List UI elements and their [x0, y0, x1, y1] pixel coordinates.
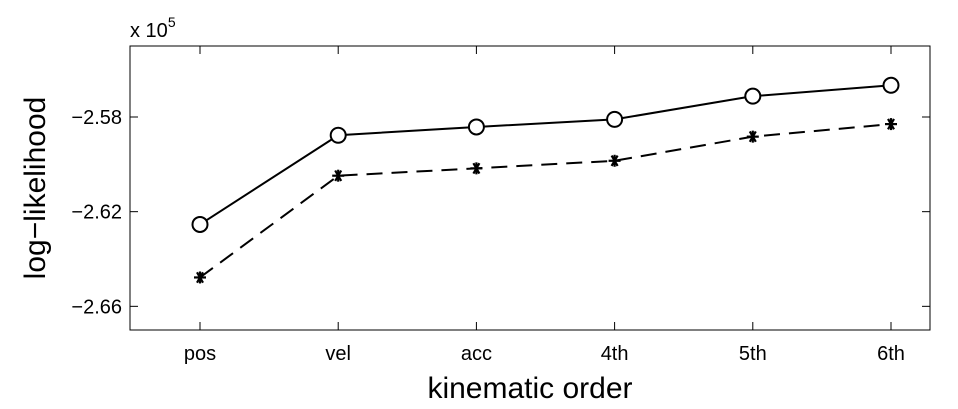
series-1-line	[199, 84, 892, 226]
series-2-point	[746, 130, 759, 143]
x-tick-label: 4th	[601, 343, 629, 365]
series-1-point	[882, 76, 900, 94]
series-2-point	[332, 169, 345, 182]
series-2-point	[470, 162, 483, 175]
y-tick-label: −2.58	[71, 107, 122, 129]
series-1-point	[744, 87, 762, 105]
series-1-point	[191, 215, 209, 233]
x-tick-label: acc	[461, 343, 492, 365]
series-layer	[191, 76, 900, 284]
series-2-point	[885, 118, 897, 131]
series-1-point	[329, 126, 347, 144]
series-2-point	[608, 154, 621, 167]
series-1-point	[467, 118, 485, 136]
x-tick-label: 5th	[739, 343, 767, 365]
y-scale-factor: x 105	[130, 14, 176, 42]
x-tick-label: pos	[184, 343, 216, 365]
plot-area	[129, 45, 931, 331]
series-2-line	[199, 123, 892, 279]
series-1-point	[606, 110, 624, 128]
y-axis-title: log−likelihood	[19, 97, 52, 280]
y-axis: −2.66 −2.62 −2.58	[71, 107, 930, 318]
series-2-point	[194, 271, 206, 284]
y-scale-base: x 10	[130, 20, 168, 42]
x-axis: pos vel acc 4th 5th 6th	[184, 46, 905, 365]
y-scale-exponent: 5	[168, 14, 176, 30]
x-tick-label: 6th	[877, 343, 905, 365]
x-axis-title: kinematic order	[427, 372, 632, 405]
x-tick-label: vel	[325, 343, 351, 365]
y-tick-label: −2.66	[71, 296, 122, 318]
y-tick-label: −2.62	[71, 202, 122, 224]
